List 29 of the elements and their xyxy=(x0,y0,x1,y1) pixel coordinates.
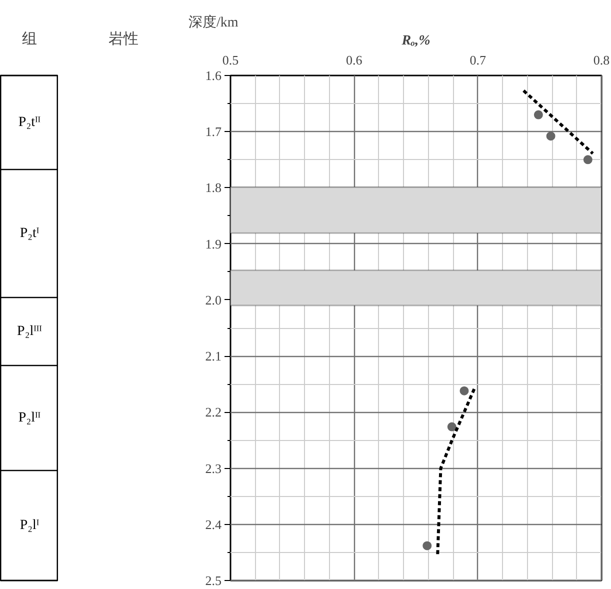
point xyxy=(422,541,432,550)
x-tick-label: 0.5 xyxy=(222,52,239,68)
point xyxy=(534,110,543,120)
text: P₂tᴵ xyxy=(20,226,40,241)
y-tick-label: 2.5 xyxy=(205,573,222,588)
x-tick-label: 0.7 xyxy=(470,52,486,68)
y-tick-label: 2.4 xyxy=(205,516,222,532)
x-axis-title: Rₒ,% xyxy=(400,34,430,48)
point xyxy=(460,386,469,396)
point xyxy=(546,132,556,141)
text: P₂tᴵᴵ xyxy=(18,115,41,130)
point xyxy=(583,155,592,164)
y-tick-label: 2.3 xyxy=(205,460,222,476)
x-tick-label: 0.8 xyxy=(593,52,610,68)
text: P₂lᴵᴵ xyxy=(18,410,41,426)
y-tick-label: 1.6 xyxy=(205,68,222,83)
point xyxy=(447,422,456,432)
y-tick-label: 1.8 xyxy=(205,180,222,196)
y-tick-label: 1.9 xyxy=(205,236,222,252)
text: P₂lᴵᴵᴵ xyxy=(17,324,42,339)
y-axis-title: 深度/km xyxy=(188,14,238,30)
text: P₂lᴵ xyxy=(20,518,40,533)
text: 岩性 xyxy=(108,30,138,48)
y-tick-label: 1.7 xyxy=(205,124,222,140)
text: 组 xyxy=(22,30,37,48)
y-tick-label: 2.2 xyxy=(205,404,222,420)
x-tick-label: 0.6 xyxy=(346,52,363,68)
y-tick-label: 2.0 xyxy=(205,292,222,308)
y-tick-label: 2.1 xyxy=(205,348,222,364)
